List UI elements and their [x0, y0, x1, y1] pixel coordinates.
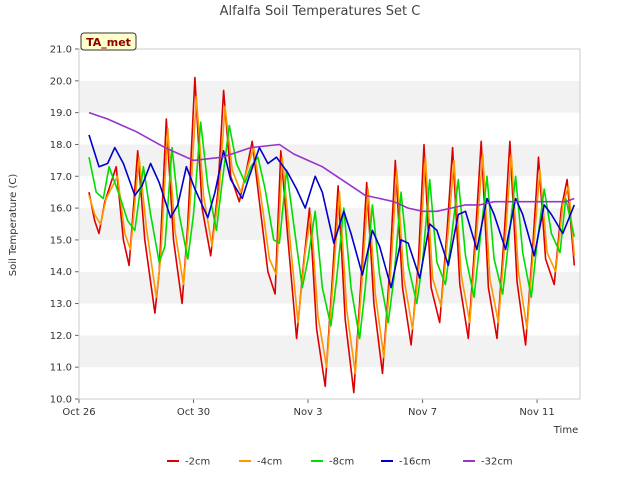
x-tick-label: Nov 3 [293, 407, 322, 418]
y-tick-label: 19.0 [50, 108, 72, 119]
legend-label: -16cm [399, 457, 431, 468]
grid-band [79, 335, 580, 368]
y-tick-label: 12.0 [50, 331, 72, 342]
series-line-4cmcm [88, 95, 576, 375]
x-tick-label: Oct 26 [62, 407, 95, 418]
y-axis-label: Soil Temperature (C) [8, 174, 19, 277]
series-line-8cmcm [88, 121, 576, 340]
grid-band [79, 80, 580, 113]
y-axis-ticks: 10.0 11.0 12.0 13.0 14.0 15.0 16.0 17.0 18.0 19.0… [50, 45, 79, 406]
grid-band [79, 367, 580, 399]
series-line-32cmcm [88, 111, 575, 213]
legend-label: -32cm [481, 457, 513, 468]
series-line-16cmcm [88, 134, 576, 289]
x-tick-label: Oct 30 [177, 407, 210, 418]
legend: -2cm -4cm -8cm -16cm -32cm [167, 457, 513, 468]
legend-label: -2cm [185, 457, 210, 468]
x-tick-label: Nov 7 [408, 407, 437, 418]
badge-box [80, 32, 137, 51]
station-badge: TA_met [80, 32, 137, 51]
legend-label: -8cm [329, 457, 354, 468]
y-tick-label: 18.0 [50, 140, 72, 151]
y-tick-label: 11.0 [50, 363, 72, 374]
grid-band [79, 271, 580, 304]
grid-band [79, 49, 580, 81]
grid-band [79, 176, 580, 209]
y-tick-label: 14.0 [50, 267, 72, 278]
y-tick-label: 17.0 [50, 172, 72, 183]
plot-frame [78, 48, 581, 400]
badge-label: TA_met [86, 36, 131, 49]
x-tick-label: Nov 11 [519, 407, 554, 418]
grid-band [79, 112, 580, 145]
chart-title: Alfalfa Soil Temperatures Set C [220, 4, 421, 19]
y-tick-label: 15.0 [50, 235, 72, 246]
y-tick-label: 13.0 [50, 299, 72, 310]
y-tick-label: 20.0 [50, 76, 72, 87]
y-tick-label: 10.0 [50, 395, 72, 406]
series-line-2cmcm [88, 76, 576, 394]
y-tick-label: 21.0 [50, 45, 72, 56]
x-axis-label: Time [553, 425, 578, 436]
x-axis-ticks: Oct 26 Oct 30 Nov 3 Nov 7 Nov 11 [62, 399, 555, 418]
legend-label: -4cm [257, 457, 282, 468]
series-lines [88, 76, 576, 394]
y-tick-label: 16.0 [50, 204, 72, 215]
